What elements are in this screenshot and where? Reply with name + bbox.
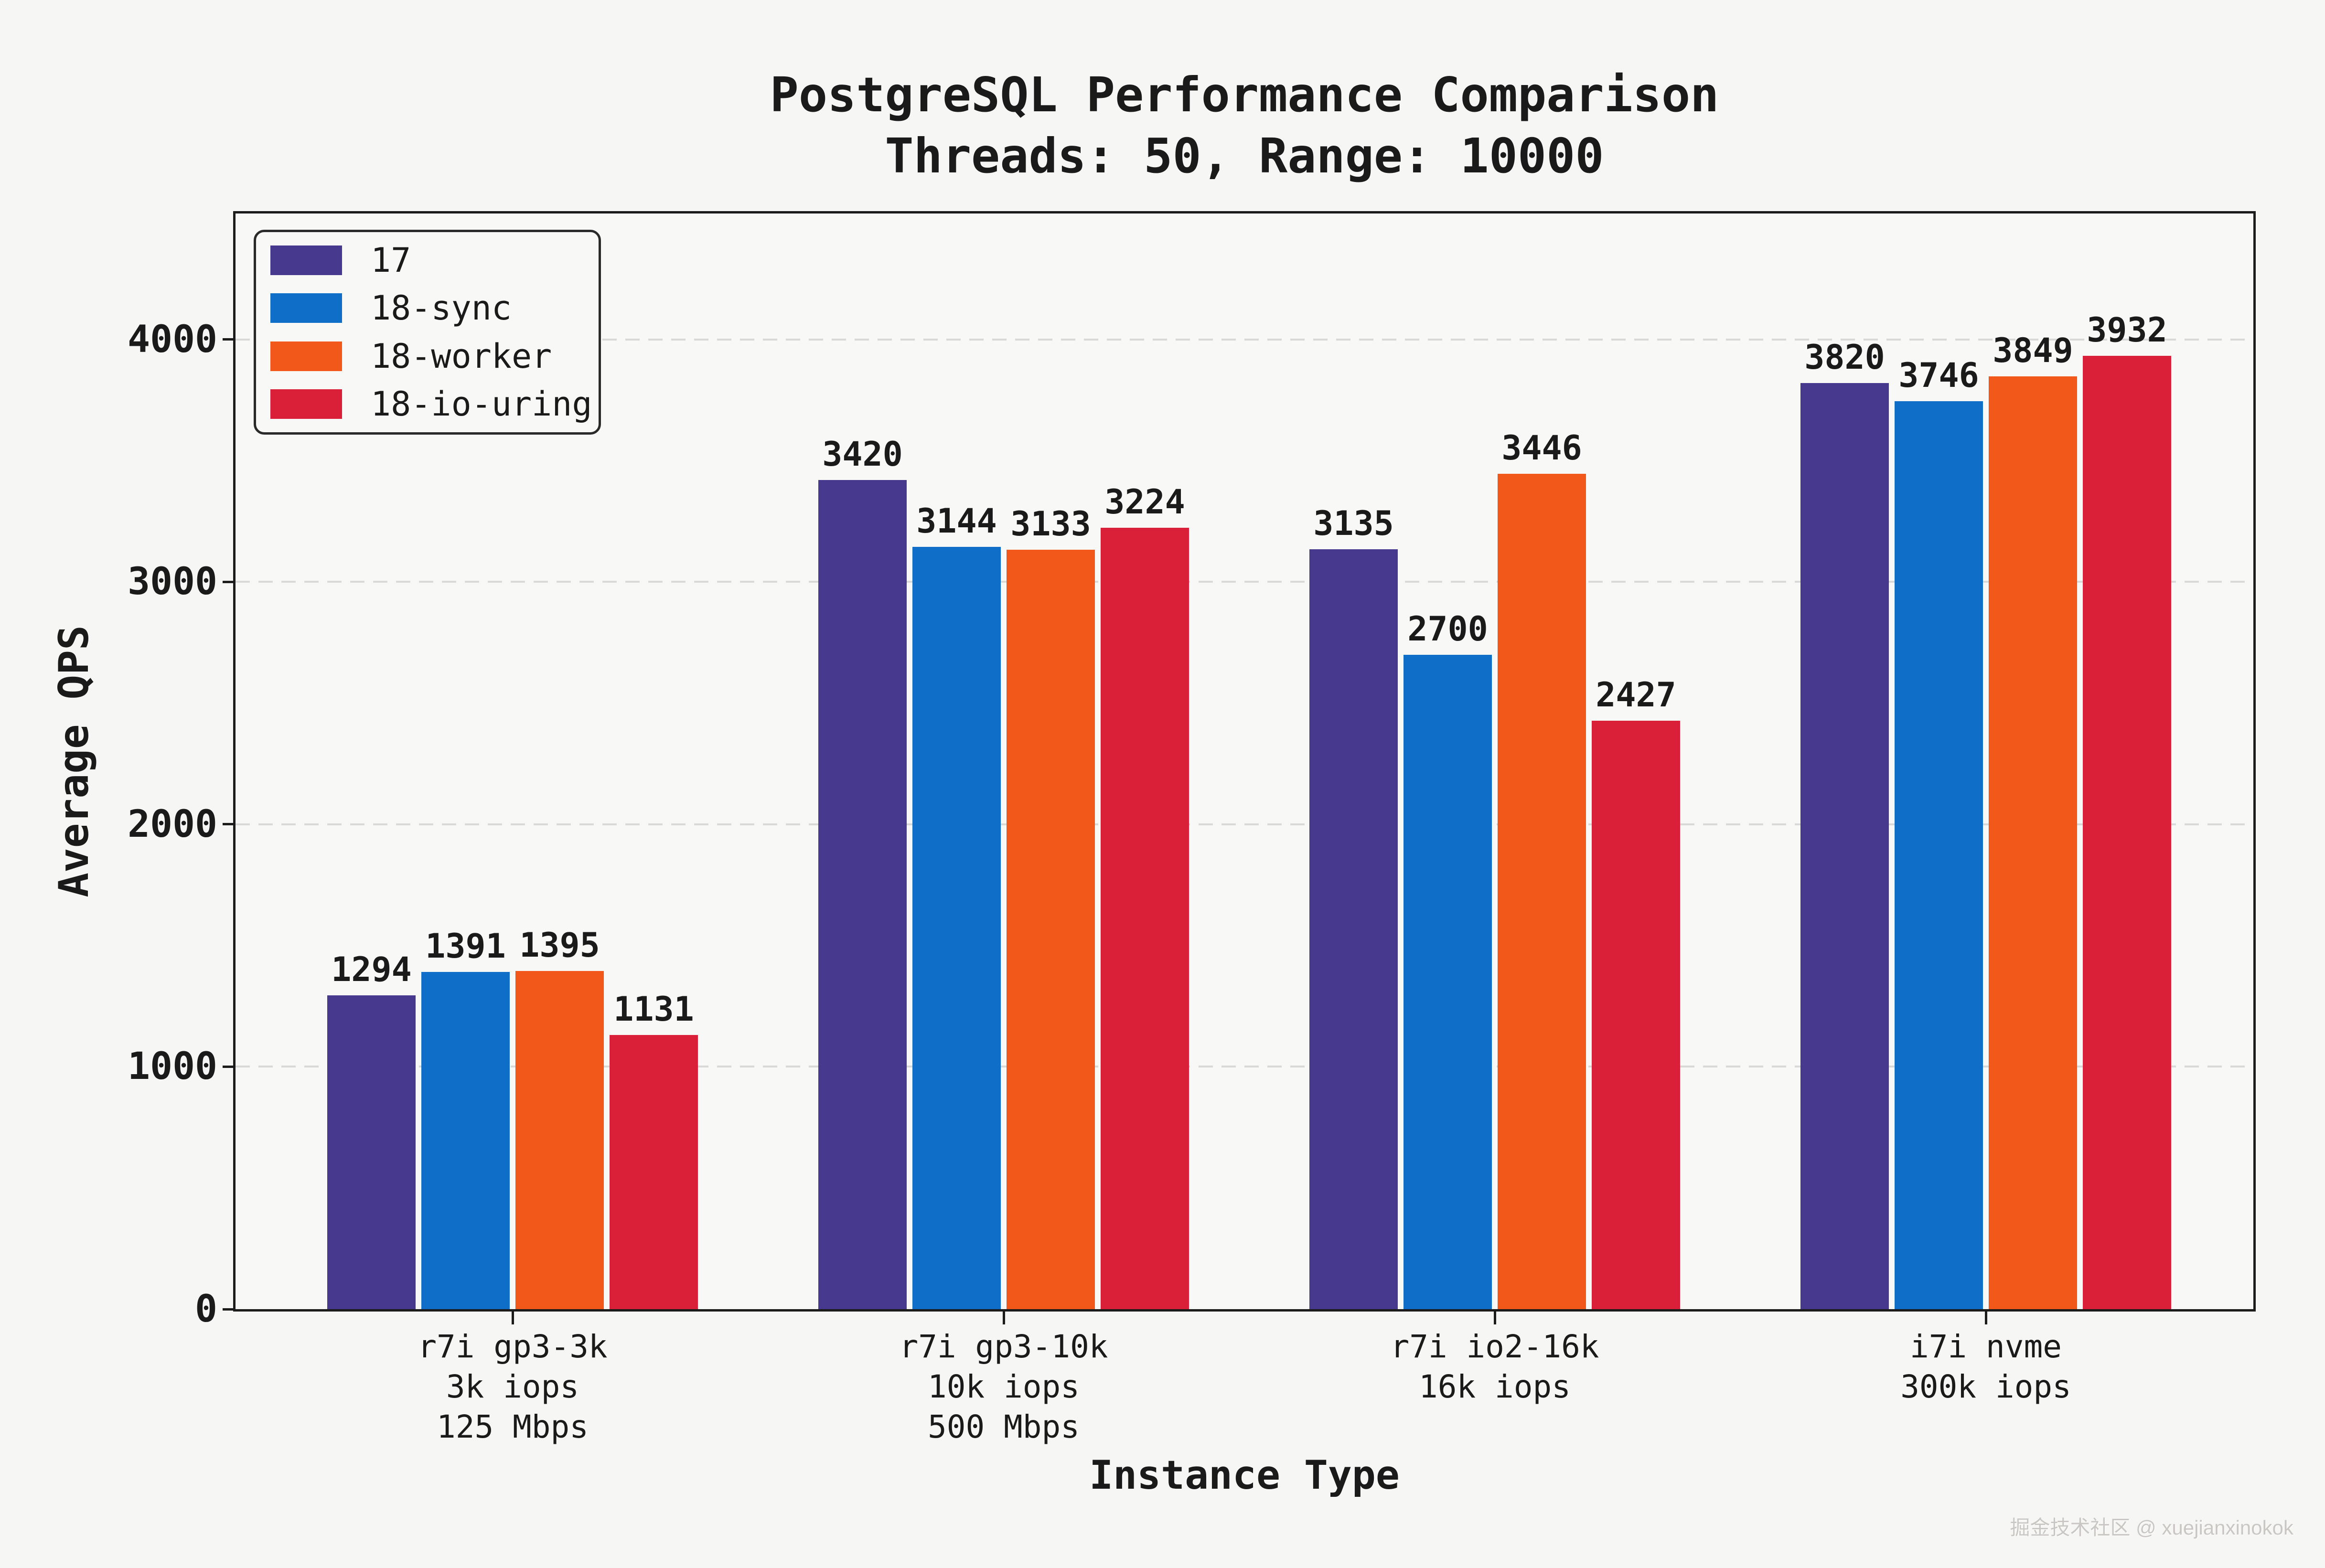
x-tick-label: r7i gp3-10k 10k iops 500 Mbps [836,1327,1171,1447]
y-tick [223,1065,236,1068]
y-tick [223,338,236,341]
x-tick-label-line: 10k iops [928,1368,1080,1405]
x-tick-label-line: r7i io2-16k [1390,1328,1599,1365]
x-tick-label-line: 125 Mbps [437,1408,589,1445]
legend-swatch [270,389,342,419]
bar [1800,383,1889,1309]
legend-swatch [270,293,342,323]
bar [421,972,510,1309]
y-tick-label: 2000 [128,802,217,846]
y-tick-label: 0 [195,1288,217,1331]
x-tick [1493,1312,1496,1324]
bar [1895,401,1983,1309]
y-tick-label: 3000 [128,560,217,604]
y-tick [223,1308,236,1311]
bar [1498,474,1586,1309]
x-tick-label: i7i nvme 300k iops [1819,1327,2153,1407]
legend-label: 18-worker [371,336,552,376]
bar [1309,549,1398,1309]
bar-value-label: 3135 [1313,503,1394,543]
gridline [236,823,2253,825]
bar-value-label: 1131 [613,990,694,1029]
plot-area: 1294 3420 3135 3820 1391 3144 2700 3746 1395 3133… [233,211,2256,1312]
x-tick-label-line: 16k iops [1419,1368,1571,1405]
bar-value-label: 3849 [1993,331,2073,370]
gridline [236,1066,2253,1068]
legend-label: 17 [371,240,411,280]
bar-value-label: 3746 [1898,355,1979,395]
legend-item: 17 [256,237,599,283]
y-axis-label: Average QPS [50,625,98,897]
bar [1101,527,1189,1309]
x-tick [1984,1312,1987,1324]
bar [1592,721,1680,1309]
gridline [236,581,2253,583]
bar-value-label: 3932 [2087,310,2167,350]
x-axis-label: Instance Type [1089,1452,1400,1498]
legend: 17 18-sync 18-worker 18-io-uring [254,230,601,435]
bar [1404,654,1492,1309]
bar [1007,549,1095,1309]
chart-subtitle: Threads: 50, Range: 10000 [885,128,1604,184]
chart-title: PostgreSQL Performance Comparison [770,67,1719,123]
x-tick-label-line: 3k iops [446,1368,579,1405]
bar [818,480,907,1309]
x-tick-label: r7i io2-16k 16k iops [1328,1327,1662,1407]
legend-label: 18-sync [371,288,512,328]
bar [610,1035,698,1309]
legend-item: 18-worker [256,333,599,379]
bar-value-label: 3446 [1501,428,1582,468]
bar [1989,376,2077,1309]
legend-item: 18-io-uring [256,381,599,427]
x-tick [511,1312,514,1324]
y-tick [223,580,236,583]
x-tick-label-line: 500 Mbps [928,1408,1080,1445]
bar-value-label: 1294 [331,950,412,990]
x-tick-label-line: r7i gp3-10k [899,1328,1108,1365]
y-tick-label: 1000 [128,1045,217,1088]
x-tick-label: r7i gp3-3k 3k iops 125 Mbps [345,1327,680,1447]
bar-value-label: 2700 [1407,609,1488,649]
plot-layer: 1294 3420 3135 3820 1391 3144 2700 3746 1395 3133… [236,213,2253,1309]
x-tick [1002,1312,1005,1324]
bar [515,971,604,1309]
bar [2083,356,2171,1309]
x-tick-label-line: r7i gp3-3k [418,1328,608,1365]
bar-value-label: 1391 [425,927,506,966]
bar-value-label: 3133 [1010,504,1091,544]
bar-value-label: 2427 [1596,675,1676,715]
legend-item: 18-sync [256,285,599,331]
bar [327,995,416,1309]
x-tick-label-line: i7i nvme [1910,1328,2062,1365]
legend-swatch [270,341,342,371]
y-tick [223,823,236,826]
x-tick-label-line: 300k iops [1900,1368,2071,1405]
bar-value-label: 3144 [916,501,997,541]
legend-label: 18-io-uring [371,384,592,424]
watermark: 掘金技术社区 @ xuejianxinokok [2010,1516,2293,1539]
bar-value-label: 1395 [519,926,600,965]
y-tick-label: 4000 [128,318,217,361]
bar-value-label: 3420 [822,435,903,474]
bar-value-label: 3820 [1804,338,1885,377]
bar [912,547,1001,1309]
bar-value-label: 3224 [1104,482,1185,522]
gridline [236,338,2253,341]
legend-swatch [270,245,342,275]
